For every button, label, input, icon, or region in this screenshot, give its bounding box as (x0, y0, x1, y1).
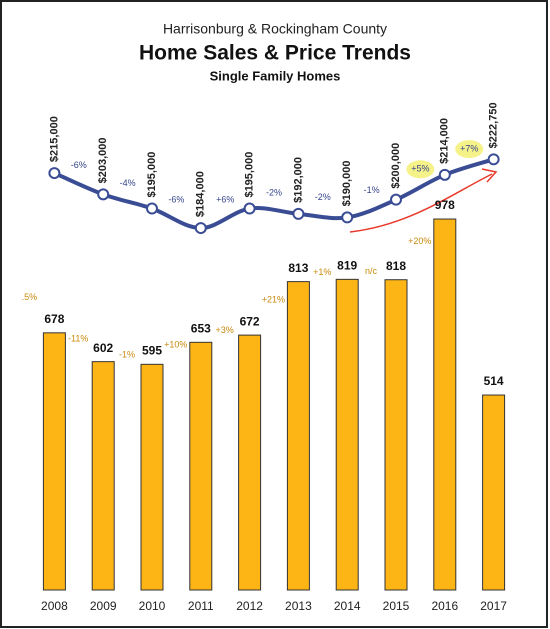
price-point (194, 222, 207, 235)
trend-arrow (349, 173, 493, 233)
price-value-label: $200,000 (390, 143, 402, 189)
bar (335, 278, 359, 591)
trend-arrowhead (481, 168, 498, 183)
chart-subtitle: Single Family Homes (210, 68, 341, 83)
x-tick-label: 2013 (285, 599, 312, 613)
bar (482, 394, 506, 591)
chart-title: Home Sales & Price Trends (139, 42, 411, 65)
bar-value-label: 595 (142, 343, 162, 357)
sales-change-label: +20% (408, 236, 431, 246)
sales-change-label: +21% (262, 295, 285, 305)
bar-value-label: 514 (484, 374, 504, 388)
price-change-label: -1% (364, 185, 380, 195)
sales-change-label: n/c (365, 266, 378, 276)
price-point (146, 202, 158, 215)
price-point (243, 202, 256, 215)
price-point (48, 167, 61, 180)
price-value-label: $184,000 (195, 171, 207, 217)
sales-change-label: +1% (313, 267, 331, 277)
price-value-label: $203,000 (97, 137, 109, 183)
price-point (341, 211, 354, 224)
bar-value-label: 672 (240, 314, 260, 328)
x-tick-label: 2014 (334, 599, 361, 613)
bar (42, 332, 66, 591)
price-point (487, 153, 500, 166)
price-value-label: $215,000 (48, 116, 60, 162)
x-tick-label: 2008 (41, 599, 68, 613)
price-point (390, 193, 402, 206)
bar (433, 218, 457, 591)
change-highlight (455, 140, 484, 159)
sales-change-label: +3% (215, 325, 233, 335)
sales-change-label: -11% (68, 334, 88, 344)
bar-value-label: 819 (337, 259, 357, 273)
price-value-label: $222,750 (488, 102, 500, 148)
bar (140, 363, 164, 591)
chart-supertitle: Harrisonburg & Rockingham County (163, 21, 387, 37)
price-point (97, 188, 110, 201)
price-value-label: $214,000 (439, 118, 451, 164)
price-line (53, 157, 495, 231)
price-value-label: $192,000 (292, 157, 304, 203)
bar-value-label: 978 (435, 198, 455, 212)
bar (91, 361, 115, 591)
price-change-label: +7% (460, 143, 478, 153)
price-value-label: $195,000 (244, 152, 256, 198)
x-tick-label: 2015 (383, 599, 410, 613)
bar (238, 334, 262, 591)
price-point (438, 168, 451, 181)
bar (286, 281, 310, 591)
bar-value-label: 678 (44, 312, 64, 326)
sales-change-label: +10% (164, 340, 187, 350)
price-change-label: +5% (411, 164, 429, 174)
change-highlight (406, 160, 435, 179)
price-value-label: $190,000 (341, 161, 353, 207)
x-tick-label: 2011 (188, 599, 214, 613)
bar-value-label: 818 (386, 259, 406, 273)
price-change-label: -2% (266, 188, 282, 198)
sales-change-label: -1% (119, 349, 135, 359)
bar-value-label: 813 (288, 261, 308, 275)
x-tick-label: 2010 (139, 599, 166, 613)
bar (384, 279, 408, 591)
x-tick-label: 2012 (236, 599, 263, 613)
price-change-label: -2% (315, 192, 331, 202)
bar (189, 341, 213, 591)
bar-value-label: 653 (191, 321, 211, 335)
x-tick-label: 2017 (480, 599, 507, 613)
price-point (292, 207, 305, 220)
price-change-label: -4% (120, 178, 136, 188)
x-tick-label: 2016 (431, 599, 458, 613)
sales-change-label: .5% (22, 292, 38, 302)
price-change-label: +6% (216, 195, 234, 205)
price-change-label: -6% (71, 160, 87, 170)
price-value-label: $195,000 (146, 152, 158, 198)
x-tick-label: 2009 (90, 599, 117, 613)
price-change-label: -6% (168, 195, 184, 205)
bar-value-label: 602 (93, 341, 113, 355)
